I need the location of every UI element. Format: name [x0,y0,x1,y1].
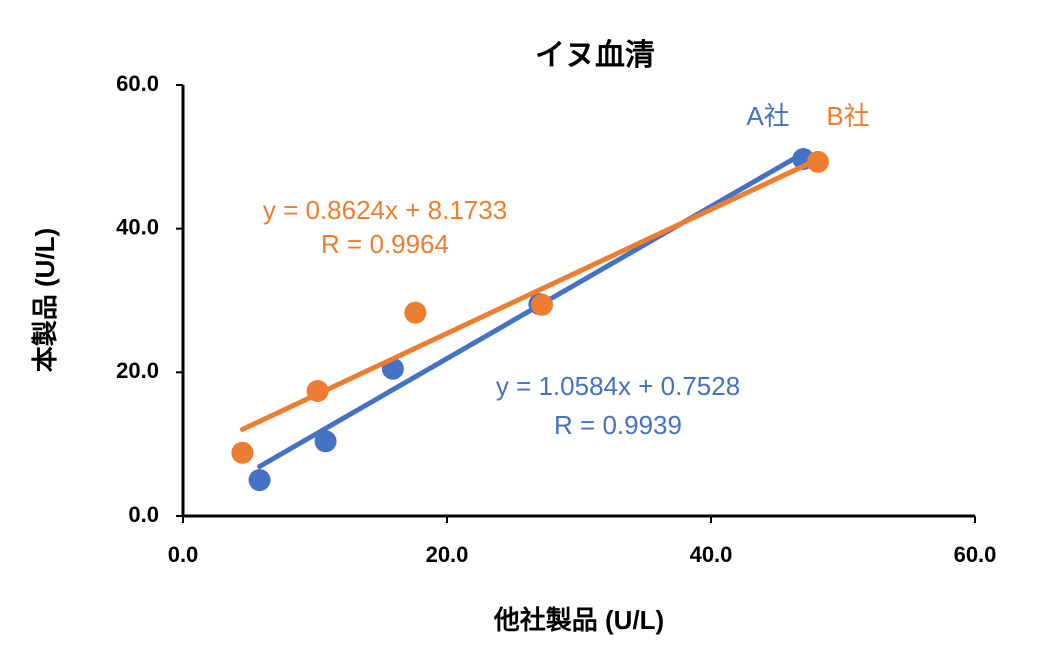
point [531,293,554,316]
point [306,380,329,403]
point [248,469,271,492]
x-tick-label: 0.0 [168,542,199,567]
y-tick-label: 40.0 [116,214,159,239]
trendline-r: R = 0.9939 [554,410,682,440]
trendline-r: R = 0.9964 [321,229,449,259]
x-tick-label: 40.0 [690,542,733,567]
point [314,430,337,453]
series-label: B社 [826,101,869,131]
y-axis-label: 本製品 (U/L) [30,228,60,372]
x-tick-label: 60.0 [954,542,997,567]
y-tick-label: 20.0 [116,358,159,383]
series-label: A社 [746,101,789,131]
trendline [239,156,821,432]
x-tick-label: 20.0 [426,542,469,567]
point [404,301,427,324]
trendline-equation: y = 0.8624x + 8.1733 [263,195,507,225]
point [806,150,829,173]
x-axis-label: 他社製品 (U/L) [493,605,664,635]
y-tick-label: 0.0 [128,502,159,527]
y-tick-label: 60.0 [116,71,159,96]
chart-title: イヌ血清 [535,39,655,72]
point [231,441,254,464]
trendline-equation: y = 1.0584x + 0.7528 [496,371,740,401]
